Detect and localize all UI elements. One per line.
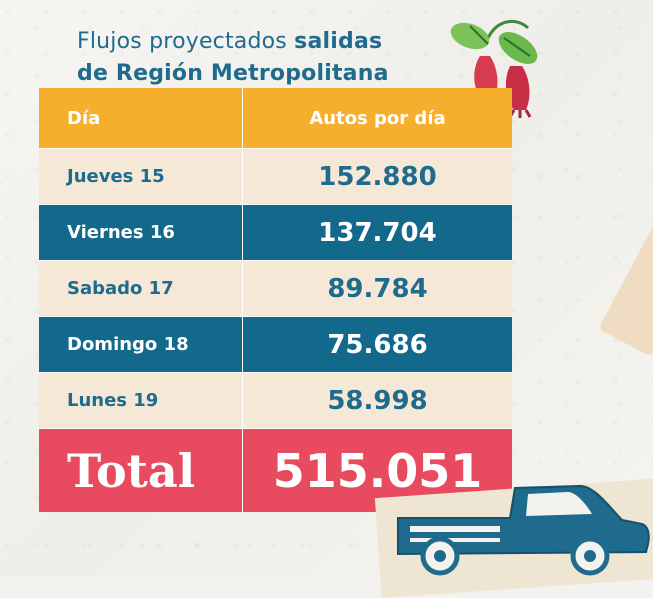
header-value: Autos por día — [242, 88, 512, 148]
total-value: 515.051 — [242, 429, 512, 512]
table-row: Viernes 16 137.704 — [39, 204, 512, 260]
total-label: Total — [67, 443, 196, 498]
table-header: Día Autos por día — [39, 88, 512, 148]
table-row: Lunes 19 58.998 — [39, 372, 512, 428]
row-value: 75.686 — [242, 317, 512, 372]
row-day: Lunes 19 — [67, 390, 159, 411]
table-row: Jueves 15 152.880 — [39, 148, 512, 204]
row-day: Domingo 18 — [67, 334, 189, 355]
row-day: Sabado 17 — [67, 278, 174, 299]
row-day: Viernes 16 — [67, 222, 175, 243]
pickup-truck-icon — [397, 484, 650, 576]
table-row: Sabado 17 89.784 — [39, 260, 512, 316]
flows-table: Día Autos por día Jueves 15 152.880 Vier… — [39, 88, 512, 512]
header-day: Día — [67, 107, 101, 129]
row-value: 152.880 — [242, 149, 512, 204]
title-light: Flujos proyectados — [77, 29, 295, 54]
title-line2: de Región Metropolitana — [77, 61, 389, 86]
row-value: 89.784 — [242, 261, 512, 316]
row-value: 137.704 — [242, 205, 512, 260]
title-bold: salidas — [294, 29, 383, 54]
row-value: 58.998 — [242, 373, 512, 428]
table-row: Domingo 18 75.686 — [39, 316, 512, 372]
page-title: Flujos proyectados salidas de Región Met… — [77, 26, 457, 90]
row-day: Jueves 15 — [67, 166, 165, 187]
